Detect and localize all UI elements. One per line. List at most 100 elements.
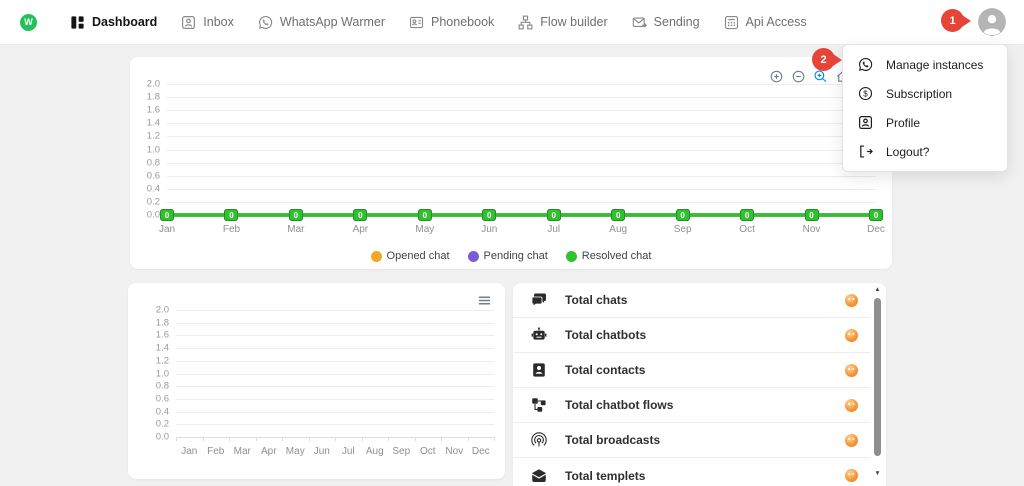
- nav-item-whatsapp-warmer[interactable]: WhatsApp Warmer: [258, 15, 385, 30]
- gridline: [167, 97, 876, 99]
- y-axis-tick-label: 0.0: [146, 209, 160, 221]
- data-point-label[interactable]: 0: [869, 209, 883, 221]
- x-axis-tick-label: Mar: [233, 446, 251, 457]
- y-axis-tick-label: 1.2: [146, 130, 160, 142]
- x-axis-tick-label: Nov: [445, 446, 464, 457]
- x-axis-tick-label: Jul: [341, 446, 355, 457]
- gridline: [176, 386, 494, 388]
- loading-emoji-icon: [845, 328, 858, 342]
- x-axis-tick-label: Jun: [313, 446, 330, 457]
- menu-item-label: Profile: [886, 115, 921, 130]
- brand-logo-letter: W: [24, 17, 33, 27]
- nav-item-phonebook[interactable]: Phonebook: [409, 15, 494, 30]
- gridline: [176, 411, 494, 413]
- x-axis-tick-mark: [282, 437, 283, 441]
- data-point-label[interactable]: 0: [546, 209, 561, 221]
- api-icon: [724, 15, 739, 30]
- legend-dot: [467, 250, 479, 262]
- x-axis-tick-label: Feb: [207, 446, 225, 457]
- y-axis-tick-label: 0.8: [155, 380, 169, 392]
- selection-zoom-icon[interactable]: [813, 69, 828, 84]
- gridline: [167, 136, 876, 138]
- data-point-label[interactable]: 0: [353, 209, 368, 221]
- y-axis-tick-label: 1.6: [146, 104, 160, 116]
- y-axis-tick-label: 1.0: [146, 144, 160, 155]
- nav-item-label: Inbox: [203, 15, 234, 29]
- data-point-label[interactable]: 0: [160, 209, 174, 221]
- nav-item-inbox[interactable]: Inbox: [181, 15, 234, 30]
- flows-icon: [531, 397, 547, 413]
- y-axis-tick-label: 2.0: [146, 78, 160, 90]
- gridline: [176, 424, 494, 426]
- chats-icon: [531, 292, 547, 308]
- zoom-in-icon[interactable]: [769, 69, 784, 84]
- nav-menu: Dashboard Inbox WhatsApp Warmer Phonebook Fl…: [70, 15, 807, 30]
- gridline: [167, 84, 876, 85]
- y-axis-tick-label: 1.4: [155, 342, 169, 354]
- gridline: [176, 360, 494, 362]
- data-point-label[interactable]: 0: [288, 209, 303, 221]
- brand-logo[interactable]: W: [20, 13, 37, 31]
- subscription-icon: $: [858, 86, 873, 101]
- nav-item-dashboard[interactable]: Dashboard: [70, 15, 157, 30]
- x-axis-tick-label: Jun: [481, 224, 498, 235]
- menu-item-profile[interactable]: Profile: [843, 108, 1007, 137]
- y-axis-tick-label: 2.0: [155, 304, 169, 316]
- list-item-total-broadcasts[interactable]: Total broadcasts: [513, 423, 870, 458]
- chart-menu-button[interactable]: [477, 293, 492, 308]
- legend-item-resolved-chat[interactable]: Resolved chat: [565, 250, 651, 262]
- scrollbar-thumb[interactable]: [874, 298, 881, 456]
- scroll-down-arrow-icon[interactable]: [872, 470, 883, 478]
- logout-icon: [858, 144, 873, 159]
- legend-item-opened-chat[interactable]: Opened chat: [370, 250, 450, 262]
- y-axis-tick-label: 0.6: [146, 170, 160, 182]
- menu-item-manage-instances[interactable]: Manage instances: [843, 50, 1007, 79]
- y-axis-tick-label: 0.2: [155, 418, 169, 430]
- x-axis-tick-mark: [467, 437, 469, 441]
- nav-item-sending[interactable]: Sending: [632, 15, 700, 30]
- scrollbar[interactable]: [872, 286, 883, 486]
- list-item-total-templets[interactable]: Total templets: [513, 458, 870, 486]
- contacts-icon: [531, 362, 547, 378]
- y-axis-tick-label: 1.4: [146, 117, 160, 129]
- data-point-label[interactable]: 0: [611, 209, 626, 221]
- list-item-total-chatbot-flows[interactable]: Total chatbot flows: [513, 388, 870, 423]
- list-item-total-contacts[interactable]: Total contacts: [513, 353, 870, 388]
- user-avatar-button[interactable]: [978, 8, 1006, 36]
- list-item-total-chats[interactable]: Total chats: [513, 283, 870, 318]
- gridline: [167, 201, 876, 203]
- loading-emoji-icon: [845, 433, 858, 447]
- gridline: [176, 335, 494, 337]
- data-point-label[interactable]: 0: [482, 209, 497, 221]
- broadcast-icon: [531, 432, 547, 448]
- x-axis-tick-label: Feb: [222, 224, 241, 235]
- scroll-up-arrow-icon[interactable]: [872, 286, 883, 294]
- data-point-label[interactable]: 0: [675, 209, 690, 221]
- y-axis-tick-label: 1.2: [155, 355, 169, 367]
- menu-item-logout[interactable]: Logout?: [843, 137, 1007, 166]
- data-point-label[interactable]: 0: [224, 209, 239, 221]
- legend-item-pending-chat[interactable]: Pending chat: [467, 250, 548, 262]
- total-label: Total templets: [565, 468, 646, 483]
- menu-item-subscription[interactable]: $ Subscription: [843, 79, 1007, 108]
- nav-item-api-access[interactable]: Api Access: [724, 15, 807, 30]
- y-axis-tick-label: 0.8: [146, 157, 160, 169]
- data-point-label[interactable]: 0: [740, 209, 755, 221]
- x-axis-tick-label: Apr: [260, 446, 277, 457]
- zoom-out-icon[interactable]: [791, 69, 806, 84]
- list-item-total-chatbots[interactable]: Total chatbots: [513, 318, 870, 353]
- x-axis-tick-mark: [229, 437, 230, 441]
- x-axis-tick-label: Jul: [547, 224, 561, 235]
- x-axis-tick-label: Dec: [867, 224, 885, 235]
- data-point-label[interactable]: 0: [804, 209, 819, 221]
- loading-emoji-icon: [845, 363, 858, 377]
- x-axis-tick-label: Apr: [352, 224, 369, 235]
- loading-emoji-icon: [845, 469, 858, 482]
- nav-item-label: Api Access: [745, 15, 807, 29]
- phonebook-icon: [409, 15, 424, 30]
- nav-item-flow-builder[interactable]: Flow builder: [518, 15, 608, 30]
- x-axis-tick-mark: [176, 437, 177, 441]
- data-point-label[interactable]: 0: [417, 209, 432, 221]
- total-label: Total contacts: [565, 363, 646, 377]
